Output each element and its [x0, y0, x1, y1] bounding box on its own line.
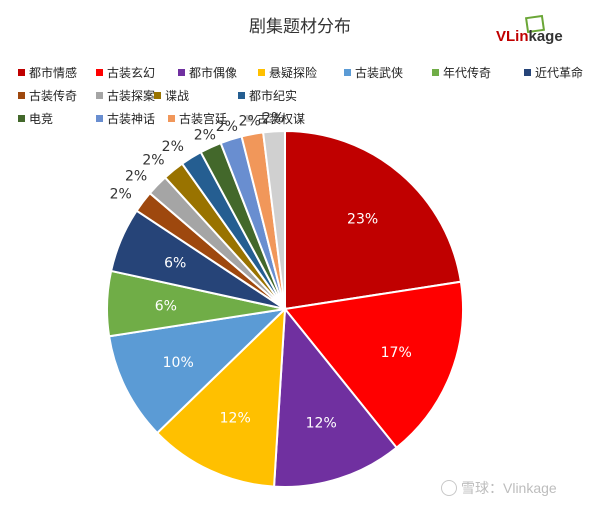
logo-text-tail: kage: [528, 28, 563, 45]
legend-label: 古装权谋: [257, 112, 306, 126]
legend-label: 悬疑探险: [269, 66, 318, 80]
pie-slice: [107, 307, 288, 435]
legend-label: 古装武侠: [355, 66, 404, 80]
legend-swatch: [344, 69, 351, 76]
watermark: 雪球：Vlinkage: [441, 478, 557, 498]
legend-swatch: [154, 92, 161, 99]
pie-slice: [283, 280, 464, 450]
pie-slice: [272, 306, 398, 488]
legend-swatch: [258, 69, 265, 76]
legend-item: 古装宫廷: [168, 110, 227, 127]
slice-label-outside: 2%: [239, 113, 261, 129]
legend-item: 古装权谋: [246, 110, 305, 127]
pie-slice: [262, 129, 286, 310]
legend-item: 谍战: [154, 87, 189, 104]
legend-label: 都市情感: [29, 66, 78, 80]
slice-label: 6%: [164, 256, 186, 272]
legend-swatch: [18, 69, 25, 76]
legend-item: 古装神话: [96, 110, 155, 127]
logo-text: VLinkage: [496, 28, 563, 45]
legend-label: 古装宫廷: [179, 112, 228, 126]
legend-swatch: [168, 115, 175, 122]
legend-swatch: [238, 92, 245, 99]
slice-label-outside: 2%: [194, 128, 216, 144]
slice-label-outside: 2%: [110, 186, 132, 202]
legend-item: 年代传奇: [432, 64, 491, 81]
slice-label-outside: 2%: [216, 119, 238, 135]
slice-label: 10%: [163, 355, 194, 371]
watermark-text: 雪球：Vlinkage: [461, 480, 557, 496]
legend-label: 电竞: [29, 112, 54, 126]
chart-title: 剧集题材分布: [249, 17, 351, 37]
slice-label-outside: 2%: [142, 152, 164, 168]
legend-label: 古装传奇: [29, 89, 78, 103]
legend-item: 都市情感: [18, 64, 77, 81]
legend-item: 都市偶像: [178, 64, 237, 81]
legend-label: 近代革命: [535, 66, 584, 80]
legend-swatch: [96, 92, 103, 99]
legend-swatch: [178, 69, 185, 76]
legend-label: 古装探案: [107, 89, 156, 103]
vlinkage-logo: VLinkage: [496, 14, 592, 50]
legend-item: 都市纪实: [238, 87, 297, 104]
legend-label: 年代传奇: [443, 66, 492, 80]
legend-label: 古装玄幻: [107, 66, 156, 80]
legend-label: 谍战: [165, 89, 190, 103]
pie-slice: [284, 129, 463, 311]
legend-item: 古装探案: [96, 87, 155, 104]
snowball-icon: [441, 480, 457, 496]
slice-label-outside: 2%: [125, 168, 147, 184]
legend-item: 古装传奇: [18, 87, 77, 104]
legend-label: 都市偶像: [189, 66, 238, 80]
slice-label-outside: 2%: [162, 139, 184, 155]
legend-label: 都市纪实: [249, 89, 298, 103]
slice-label: 12%: [220, 410, 251, 426]
legend-item: 电竞: [18, 110, 53, 127]
legend-item: 近代革命: [524, 64, 583, 81]
slice-label-outside: 2%: [262, 110, 284, 126]
slice-label: 12%: [306, 416, 337, 432]
slice-label: 6%: [155, 298, 177, 314]
legend-item: 悬疑探险: [258, 64, 317, 81]
legend-swatch: [246, 115, 253, 122]
slice-label: 23%: [347, 211, 378, 227]
legend-swatch: [96, 115, 103, 122]
slice-label: 17%: [381, 345, 412, 361]
legend-item: 古装武侠: [344, 64, 403, 81]
legend-swatch: [432, 69, 439, 76]
legend-swatch: [96, 69, 103, 76]
legend-swatch: [524, 69, 531, 76]
logo-text-main: VLin: [496, 28, 529, 45]
pie-slice: [155, 306, 287, 488]
legend-item: 古装玄幻: [96, 64, 155, 81]
legend-swatch: [18, 115, 25, 122]
legend-swatch: [18, 92, 25, 99]
legend-label: 古装神话: [107, 112, 156, 126]
